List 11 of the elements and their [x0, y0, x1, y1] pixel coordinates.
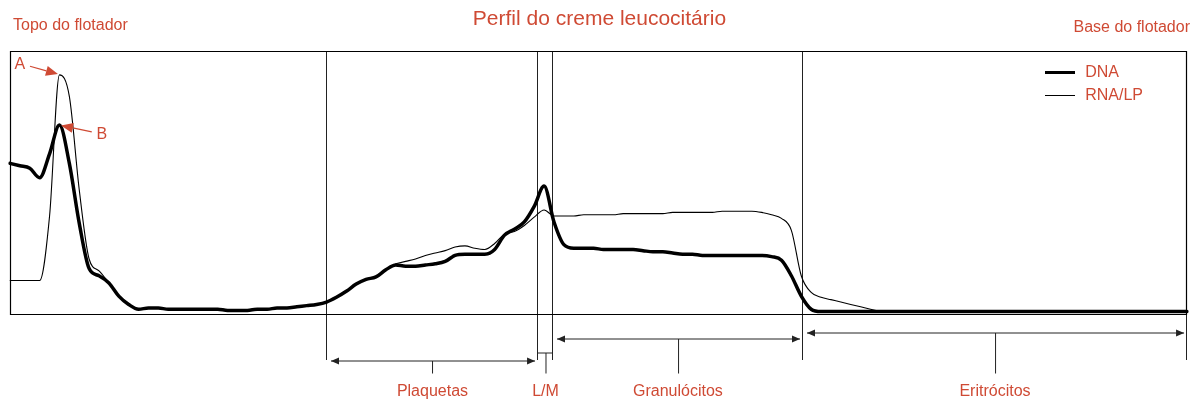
chart-title: Perfil do creme leucocitário — [472, 6, 727, 31]
text: A — [14, 54, 26, 74]
text: Granulócitos — [633, 382, 723, 400]
text: L/M — [532, 382, 559, 400]
text: Eritrócitos — [959, 382, 1031, 400]
annotation: B — [96, 124, 108, 144]
text: Base do flotador — [1073, 18, 1190, 37]
legend-label: RNA/LP — [1085, 86, 1143, 105]
legend-label: DNA — [1085, 63, 1119, 82]
text: Plaquetas — [396, 382, 469, 400]
text: Topo do flotador — [13, 16, 128, 35]
